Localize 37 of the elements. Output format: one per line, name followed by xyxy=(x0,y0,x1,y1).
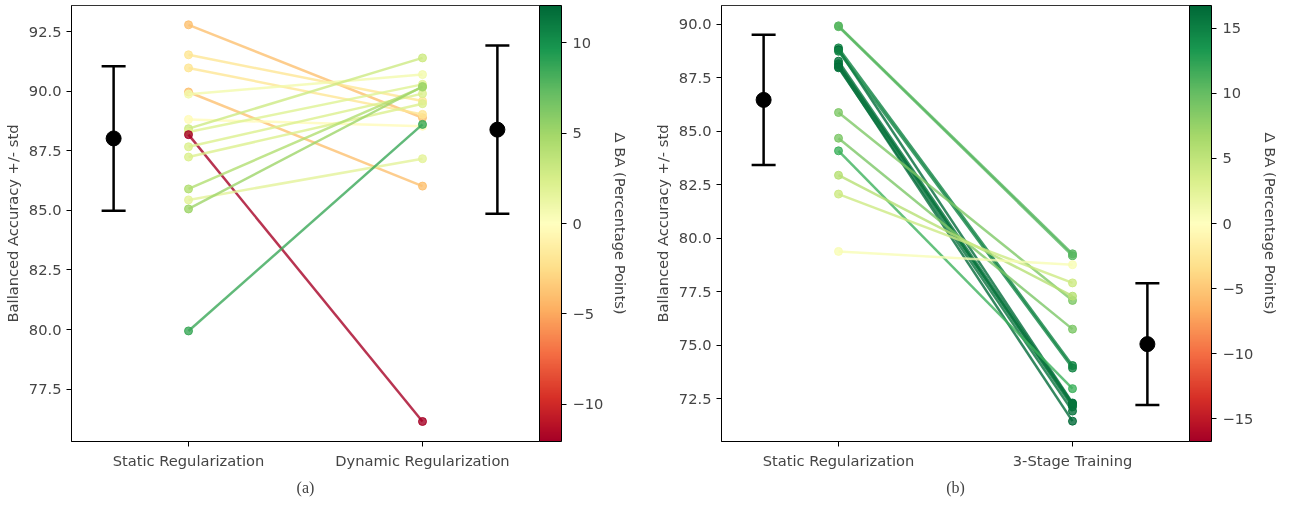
x-tick-label: Dynamic Regularization xyxy=(335,451,510,469)
color-bar-label: −10 xyxy=(572,395,604,413)
x-tick-label: Static Regularization xyxy=(762,451,915,469)
y-tick-label: 90.0 xyxy=(28,82,62,100)
y-tick-label: 90.0 xyxy=(678,15,712,33)
color-bar-label: 0 xyxy=(572,214,582,232)
y-tick-label: 75.0 xyxy=(678,336,712,354)
y-axis-title: Ballanced Accuracy +/- std xyxy=(653,124,671,323)
color-bar-label: −10 xyxy=(1222,344,1254,362)
text: (b) xyxy=(946,478,965,497)
y-tick-label: 77.5 xyxy=(28,380,62,398)
y-tick-label: 82.5 xyxy=(28,260,62,278)
x-tick-label: Static Regularization xyxy=(112,451,265,469)
color-bar-title: Δ BA (Percentage Points) xyxy=(611,132,629,315)
color-bar-label: 10 xyxy=(572,33,592,51)
y-tick-label: 87.5 xyxy=(28,141,62,159)
y-axis-title: Ballanced Accuracy +/- std xyxy=(3,124,21,323)
color-bar-label: 5 xyxy=(1222,149,1232,167)
color-bar-label: −5 xyxy=(572,304,595,322)
y-tick-label: 92.5 xyxy=(28,22,62,40)
color-bar-label: 15 xyxy=(1222,19,1242,37)
color-bar-label: −5 xyxy=(1222,279,1245,297)
x-tick-label: 3-Stage Training xyxy=(1012,451,1133,469)
y-tick-label: 82.5 xyxy=(678,175,712,193)
y-tick-label: 80.0 xyxy=(678,229,712,247)
y-tick-label: 85.0 xyxy=(678,122,712,140)
color-bar-title: Δ BA (Percentage Points) xyxy=(1261,132,1279,315)
color-bar-label: 10 xyxy=(1222,84,1242,102)
color-bar-label: 5 xyxy=(572,124,582,142)
color-bar-label: −15 xyxy=(1222,409,1254,427)
y-tick-label: 85.0 xyxy=(28,201,62,219)
text: (a) xyxy=(296,478,315,497)
y-tick-label: 87.5 xyxy=(678,68,712,86)
y-tick-label: 77.5 xyxy=(678,282,712,300)
y-tick-label: 80.0 xyxy=(28,320,62,338)
color-bar-label: 0 xyxy=(1222,214,1232,232)
y-tick-label: 72.5 xyxy=(678,389,712,407)
